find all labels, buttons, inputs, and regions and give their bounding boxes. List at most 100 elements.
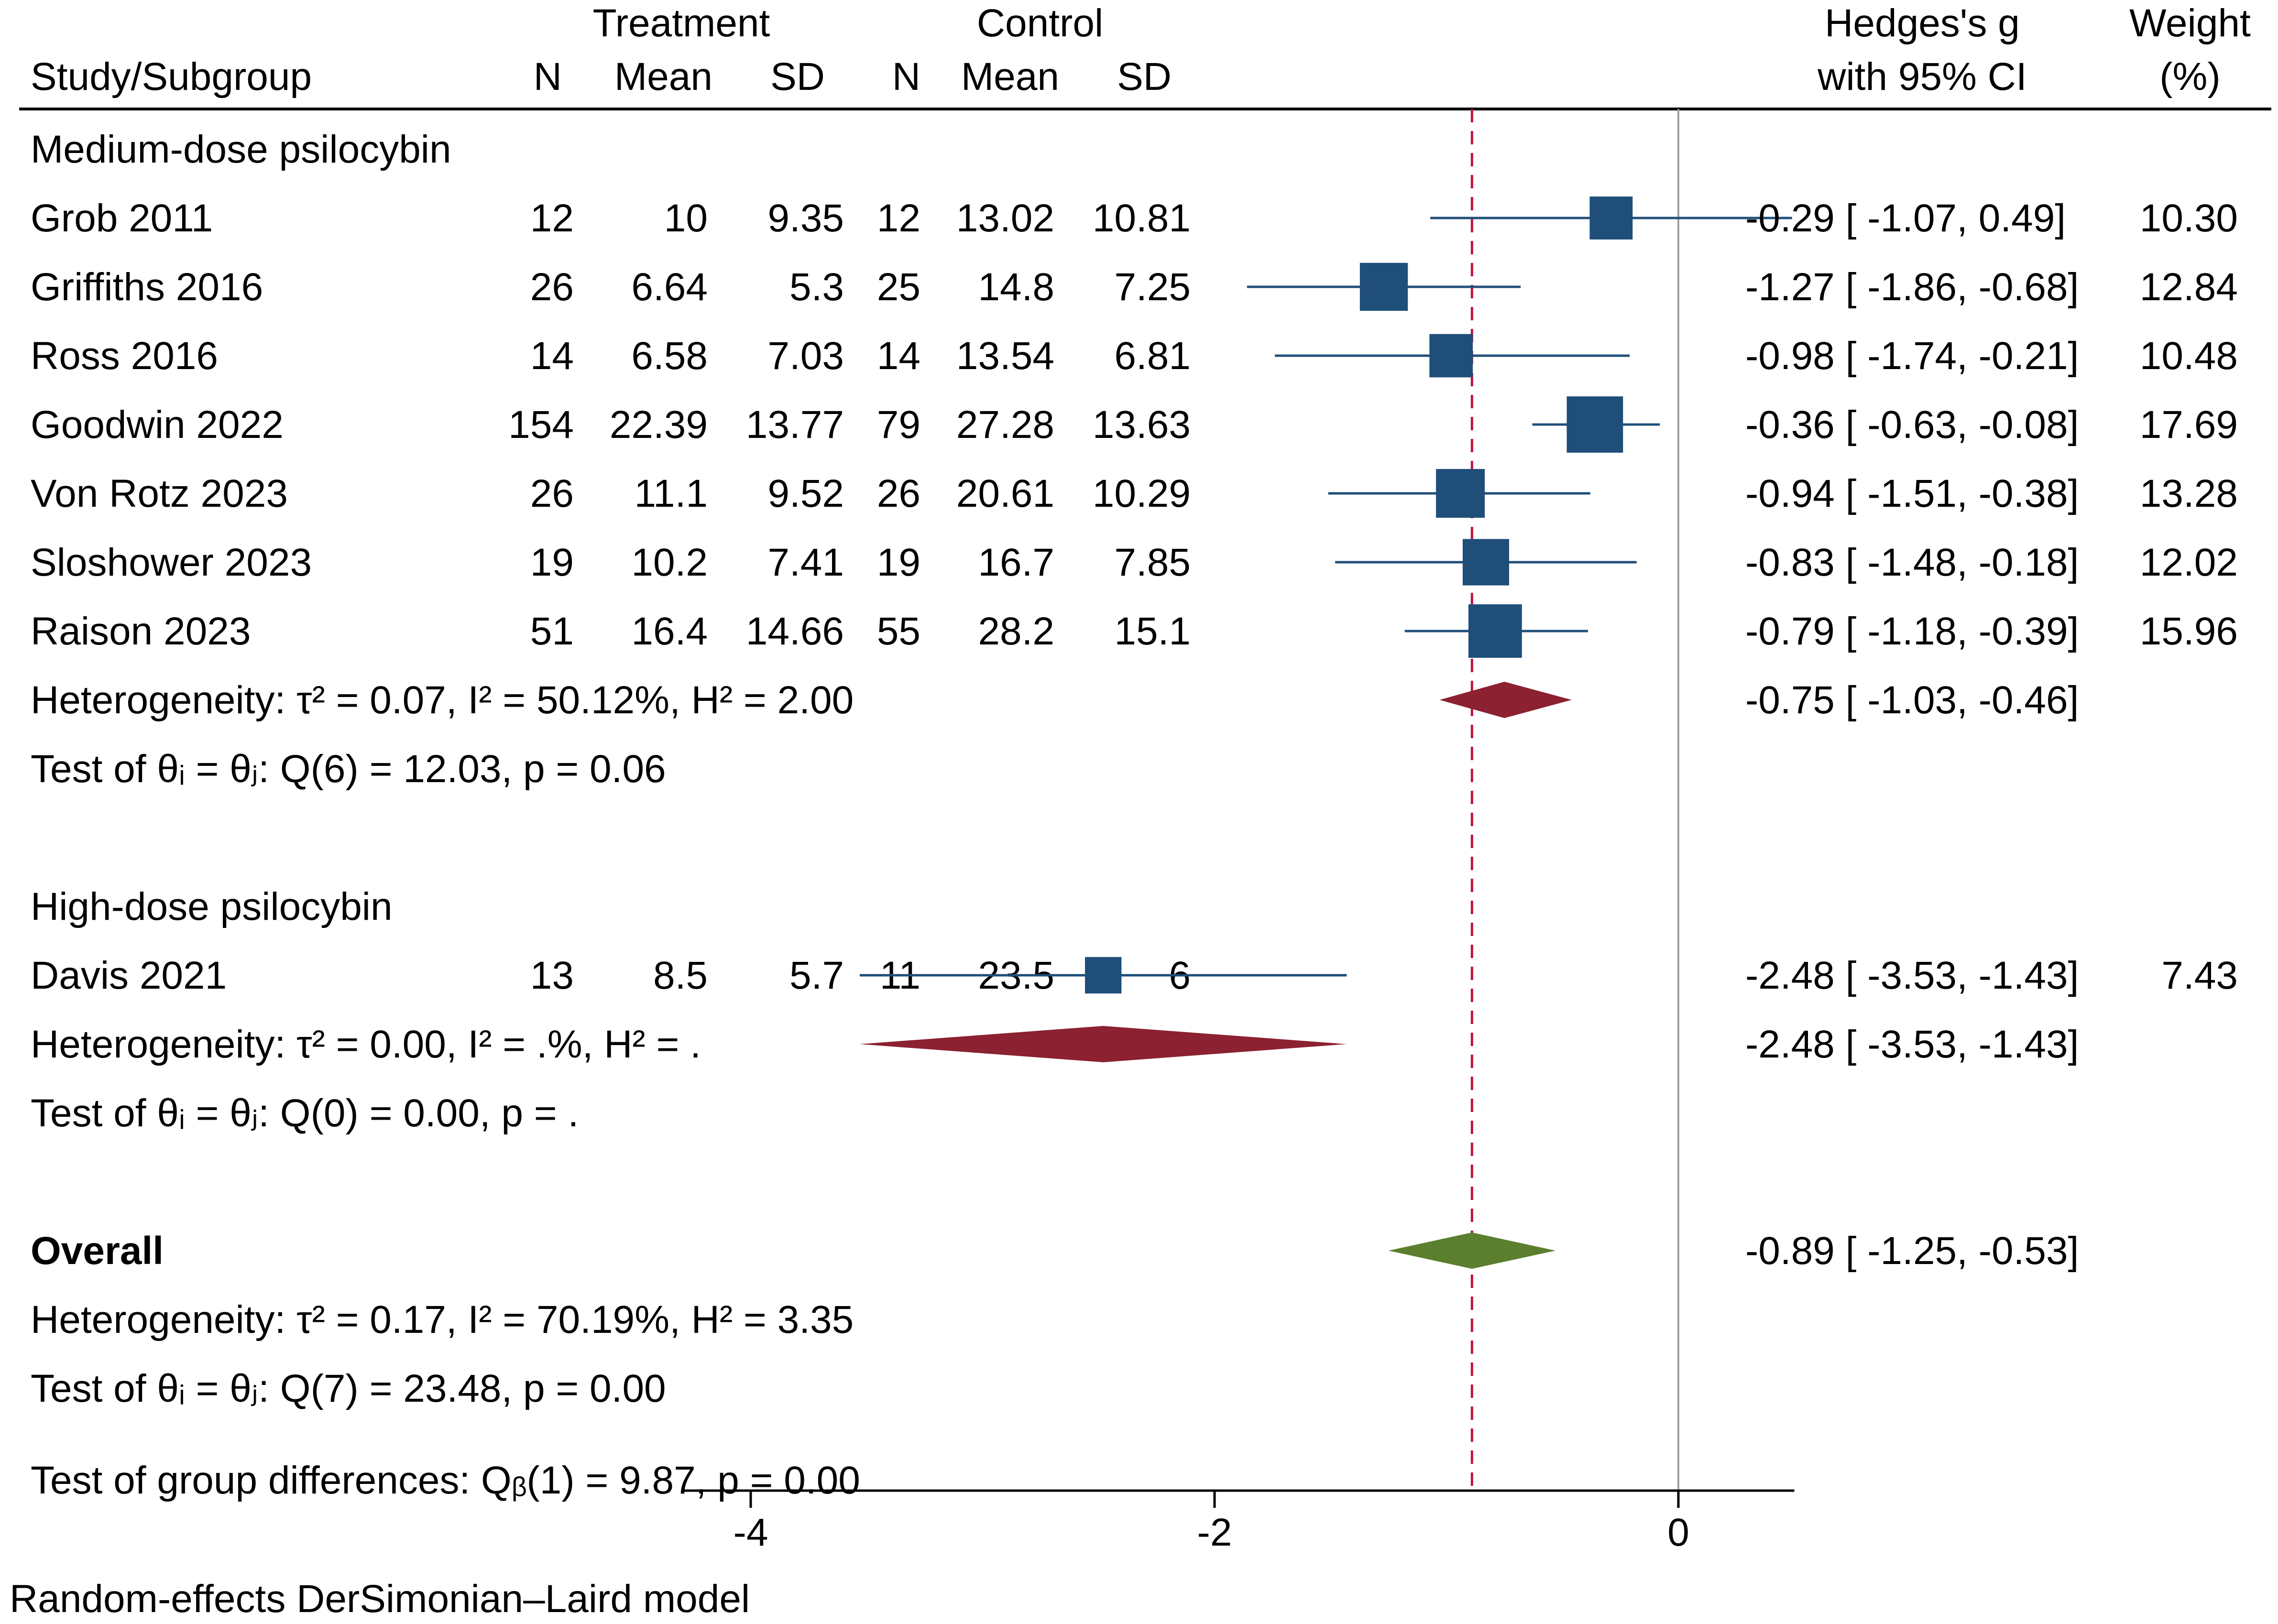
- cell-c-n: 79: [877, 403, 920, 447]
- cell-c-mean: 20.61: [956, 472, 1054, 515]
- effect-ci: -2.48 [ -3.53, -1.43]: [1745, 1023, 2079, 1066]
- cell-t-sd: 14.66: [746, 610, 844, 653]
- footnote: Random-effects DerSimonian–Laird model: [10, 1577, 750, 1621]
- row-label: Test of θᵢ = θⱼ: Q(6) = 12.03, p = 0.06: [31, 747, 666, 791]
- cell-t-n: 19: [530, 541, 574, 584]
- cell-t-mean: 10: [664, 196, 708, 240]
- row-label: Heterogeneity: τ² = 0.07, I² = 50.12%, H…: [31, 678, 854, 722]
- cell-t-sd: 5.7: [789, 954, 844, 997]
- study-marker: [1085, 957, 1122, 994]
- treatment-header: Treatment: [593, 1, 770, 45]
- study-marker: [1462, 539, 1509, 586]
- treatment-n-header: N: [534, 55, 562, 98]
- cell-t-sd: 7.41: [767, 541, 844, 584]
- weight-value: 12.02: [2140, 541, 2238, 584]
- effect-ci: -0.36 [ -0.63, -0.08]: [1745, 403, 2079, 447]
- weight-value: 7.43: [2161, 954, 2238, 997]
- cell-t-mean: 10.2: [631, 541, 708, 584]
- effect-ci: -0.89 [ -1.25, -0.53]: [1745, 1229, 2079, 1273]
- study-marker: [1429, 334, 1473, 378]
- weight-value: 13.28: [2140, 472, 2238, 515]
- row-label: Test of group differences: Qᵦ(1) = 9.87,…: [31, 1459, 860, 1502]
- study-label: Sloshower 2023: [31, 541, 312, 584]
- cell-t-n: 154: [508, 403, 574, 447]
- cell-c-mean: 13.54: [956, 334, 1054, 378]
- row-label: Heterogeneity: τ² = 0.17, I² = 70.19%, H…: [31, 1298, 854, 1341]
- row-label: Overall: [31, 1229, 164, 1273]
- treatment-mean-header: Mean: [614, 55, 712, 98]
- x-tick-label: -2: [1197, 1511, 1232, 1554]
- study-label: Goodwin 2022: [31, 403, 284, 447]
- cell-c-sd: 10.29: [1093, 472, 1191, 515]
- cell-t-n: 26: [530, 265, 574, 309]
- study-label: Griffiths 2016: [31, 265, 263, 309]
- study-marker: [1589, 196, 1633, 240]
- cell-c-n: 25: [877, 265, 920, 309]
- treatment-sd-header: SD: [770, 55, 825, 98]
- cell-t-mean: 11.1: [634, 472, 708, 515]
- subgroup-diamond: [859, 1026, 1347, 1062]
- x-tick-label: -4: [734, 1511, 768, 1554]
- cell-t-mean: 22.39: [610, 403, 708, 447]
- cell-t-n: 13: [530, 954, 574, 997]
- cell-c-mean: 27.28: [956, 403, 1054, 447]
- effect-ci: -0.79 [ -1.18, -0.39]: [1745, 610, 2079, 653]
- study-marker: [1566, 396, 1623, 453]
- study-column-header: Study/Subgroup: [31, 55, 312, 98]
- cell-c-n: 14: [877, 334, 920, 378]
- study-label: Grob 2011: [31, 196, 213, 240]
- cell-c-sd: 7.25: [1114, 265, 1191, 309]
- cell-t-n: 51: [530, 610, 574, 653]
- weight-value: 10.48: [2140, 334, 2238, 378]
- weight-header-line1: Weight: [2129, 1, 2251, 45]
- weight-header-line2: (%): [2159, 55, 2221, 98]
- cell-t-mean: 16.4: [631, 610, 708, 653]
- effect-ci: -0.75 [ -1.03, -0.46]: [1745, 678, 2079, 722]
- row-label: Test of θᵢ = θⱼ: Q(0) = 0.00, p = .: [31, 1091, 579, 1135]
- cell-c-mean: 13.02: [956, 196, 1054, 240]
- cell-c-mean: 28.2: [978, 610, 1054, 653]
- cell-c-n: 55: [877, 610, 920, 653]
- effect-ci: -0.98 [ -1.74, -0.21]: [1745, 334, 2079, 378]
- control-header: Control: [977, 1, 1103, 45]
- cell-t-mean: 6.58: [631, 334, 708, 378]
- overall-diamond: [1388, 1232, 1555, 1269]
- cell-t-sd: 9.35: [767, 196, 844, 240]
- cell-t-sd: 13.77: [746, 403, 844, 447]
- study-marker: [1436, 469, 1485, 518]
- table-header: Treatment Control Study/Subgroup N Mean …: [31, 1, 2251, 98]
- row-label: Test of θᵢ = θⱼ: Q(7) = 23.48, p = 0.00: [31, 1367, 666, 1410]
- subgroup-title: Medium-dose psilocybin: [31, 128, 451, 171]
- cell-c-mean: 16.7: [978, 541, 1054, 584]
- cell-t-n: 14: [530, 334, 574, 378]
- study-marker: [1468, 604, 1522, 658]
- weight-value: 10.30: [2140, 196, 2238, 240]
- subgroup-diamond: [1439, 682, 1572, 718]
- study-marker: [1359, 262, 1408, 311]
- study-label: Ross 2016: [31, 334, 218, 378]
- subgroup-title: High-dose psilocybin: [31, 885, 393, 928]
- control-n-header: N: [892, 55, 920, 98]
- effect-ci: -1.27 [ -1.86, -0.68]: [1745, 265, 2079, 309]
- weight-value: 12.84: [2140, 265, 2238, 309]
- weight-value: 15.96: [2140, 610, 2238, 653]
- cell-t-sd: 9.52: [767, 472, 844, 515]
- x-axis: -4 -2 0: [681, 1489, 1795, 1554]
- cell-c-n: 19: [877, 541, 920, 584]
- cell-t-sd: 5.3: [789, 265, 844, 309]
- effect-header-line1: Hedges's g: [1825, 1, 2020, 45]
- cell-c-sd: 15.1: [1114, 610, 1191, 653]
- cell-c-sd: 6.81: [1114, 334, 1191, 378]
- cell-t-n: 26: [530, 472, 574, 515]
- cell-c-n: 26: [877, 472, 920, 515]
- control-sd-header: SD: [1117, 55, 1172, 98]
- cell-t-n: 12: [530, 196, 574, 240]
- effect-ci: -2.48 [ -3.53, -1.43]: [1745, 954, 2079, 997]
- study-label: Raison 2023: [31, 610, 251, 653]
- cell-c-mean: 14.8: [978, 265, 1054, 309]
- cell-c-sd: 13.63: [1093, 403, 1191, 447]
- study-label: Davis 2021: [31, 954, 227, 997]
- cell-t-mean: 8.5: [653, 954, 708, 997]
- effect-ci: -0.29 [ -1.07, 0.49]: [1745, 196, 2066, 240]
